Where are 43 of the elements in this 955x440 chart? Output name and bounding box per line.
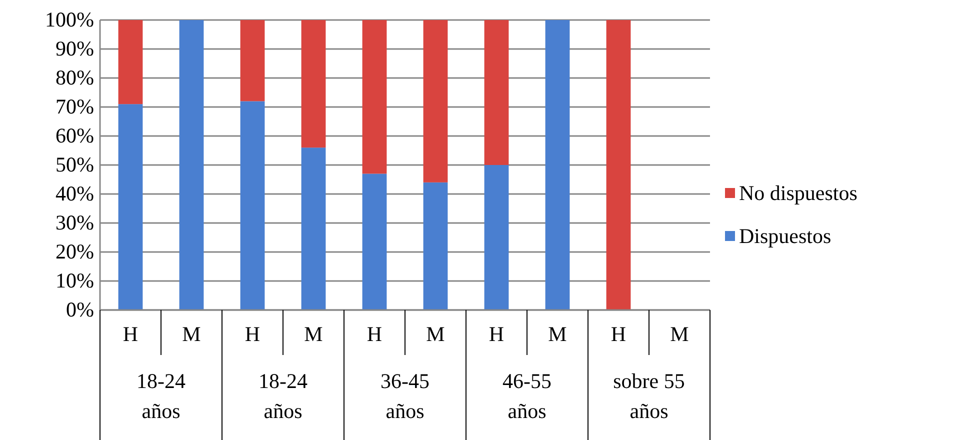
y-tick-label: 30% [56, 210, 94, 235]
text: sobre 55 años [613, 369, 685, 423]
y-tick-label: 40% [56, 182, 94, 206]
y-tick-label: 50% [56, 152, 94, 177]
bar [606, 20, 631, 310]
x-tick-label: H [122, 322, 138, 346]
x-tick-label: H [244, 322, 260, 346]
y-tick-label: 0% [66, 298, 94, 322]
text: 18-24 años [258, 369, 308, 423]
text: 46-55 años [502, 369, 552, 423]
x-tick-label: H [366, 322, 382, 346]
x-tick-label: H [488, 322, 504, 346]
legend-label: No dispuestos [739, 181, 858, 205]
bar [118, 104, 143, 310]
y-tick-label: 70% [56, 94, 94, 119]
bar [545, 20, 570, 310]
bar [484, 20, 509, 165]
bar [179, 20, 204, 310]
text: 18-24 años [136, 369, 186, 423]
bar [423, 182, 448, 310]
bar [301, 148, 326, 310]
text: 36-45 años [380, 369, 430, 423]
bar [301, 20, 326, 148]
y-tick-label: 100% [45, 8, 94, 32]
x-tick-label: M [548, 322, 568, 346]
x-tick-label: H [610, 322, 626, 346]
y-tick-label: 90% [56, 36, 94, 61]
bar [362, 20, 387, 174]
y-tick-label: 10% [56, 268, 94, 293]
y-tick-label: 80% [56, 66, 94, 90]
legend-label: Dispuestos [739, 224, 832, 248]
bar [362, 174, 387, 310]
bar [118, 20, 143, 104]
bar [240, 101, 265, 310]
bar [484, 165, 509, 310]
x-tick-label: M [670, 322, 690, 346]
x-tick-label: M [426, 322, 446, 346]
x-tick-label: M [182, 322, 202, 346]
x-tick-label: M [304, 322, 324, 346]
y-tick-label: 60% [56, 124, 94, 148]
bar [240, 20, 265, 102]
bar [423, 20, 448, 182]
y-tick-label: 20% [56, 240, 94, 264]
